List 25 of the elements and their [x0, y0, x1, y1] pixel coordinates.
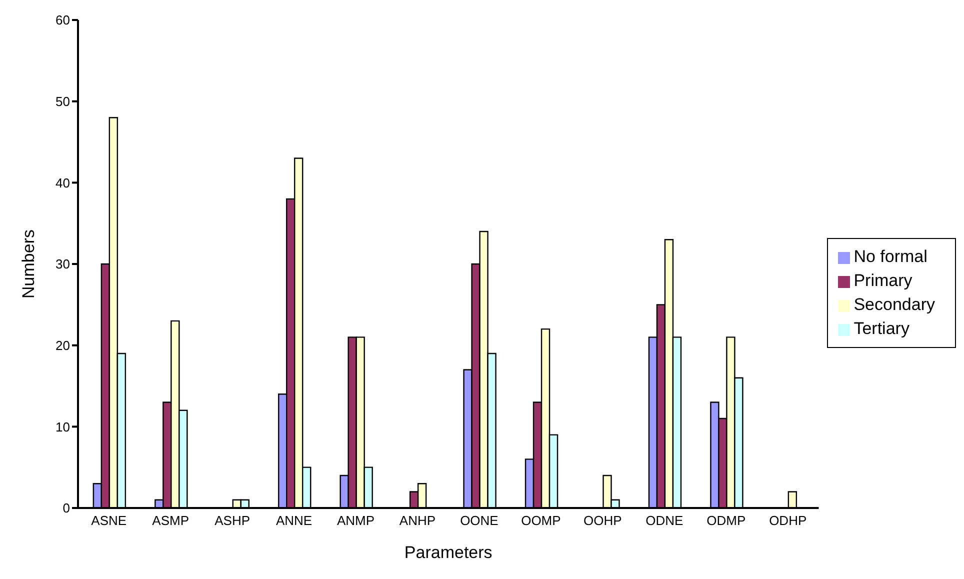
x-tick-label: ANMP — [336, 513, 375, 528]
legend-label: Tertiary — [854, 319, 910, 338]
x-tick-label: ODHP — [769, 513, 807, 528]
x-tick-label: ANHP — [399, 513, 436, 528]
y-tick-label: 60 — [56, 12, 70, 28]
legend-label: Secondary — [854, 295, 935, 314]
x-tick-label: OONE — [460, 513, 499, 528]
legend-label: No formal — [854, 247, 928, 266]
x-tick-label: ANNE — [276, 513, 312, 528]
legend-label: Primary — [854, 271, 912, 290]
x-tick-label: ODNE — [646, 513, 684, 528]
x-tick-label: ASHP — [214, 513, 250, 528]
y-tick-label: 50 — [56, 94, 70, 109]
y-tick-label: 30 — [56, 256, 70, 272]
x-axis-title: Parameters — [404, 543, 492, 562]
x-tick-label: ODMP — [706, 513, 746, 528]
y-tick-label: 20 — [56, 338, 70, 353]
y-tick-label: 40 — [56, 175, 70, 190]
x-tick-label: ASMP — [152, 513, 190, 528]
x-tick-label: ASNE — [91, 513, 127, 528]
y-axis-title: Numbers — [19, 230, 38, 298]
x-tick-label: OOMP — [521, 513, 561, 528]
x-tick-label: OOHP — [584, 513, 622, 528]
y-tick-label: 10 — [56, 419, 70, 434]
y-tick-label: 0 — [62, 500, 70, 516]
